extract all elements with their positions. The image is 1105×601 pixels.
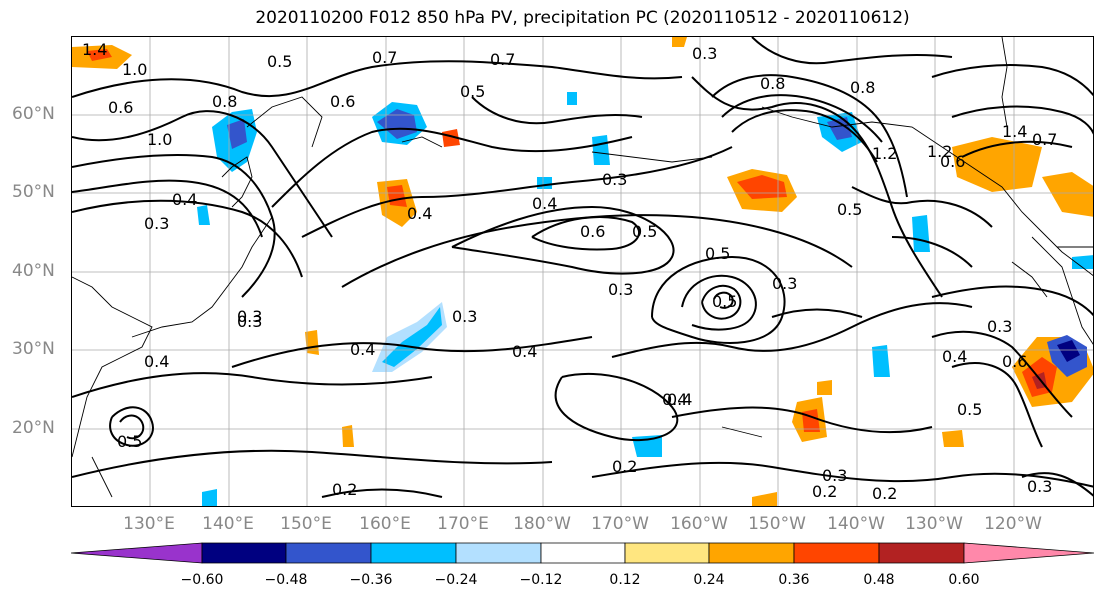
colorbar-tick: −0.12	[519, 572, 563, 588]
colorbar-segment	[793, 542, 880, 564]
lat-label: 20°N	[12, 418, 55, 438]
colorbar	[71, 542, 1094, 564]
map-panel: 0.5 0.7 0.7 0.5 0.3 0.3 0.4 0.6 0.5 0.6 …	[71, 36, 1094, 507]
lon-label: 130°E	[123, 514, 175, 534]
contour-label: 0.5	[632, 222, 657, 241]
contour-label: 0.3	[144, 214, 169, 233]
contour-label: 0.6	[940, 152, 965, 171]
lon-label: 150°E	[280, 514, 332, 534]
contour-label: 0.3	[608, 280, 633, 299]
contour-label: 0.5	[117, 432, 142, 451]
contour-label: 0.8	[760, 74, 785, 93]
contour-label: 0.2	[812, 482, 837, 501]
colorbar-tick: 0.48	[863, 572, 895, 588]
contour-label: 0.5	[712, 292, 737, 311]
lon-label: 140°E	[202, 514, 254, 534]
contour-label: 0.4	[532, 194, 557, 213]
lon-label: 140°W	[827, 514, 885, 534]
contour-label: 0.3	[692, 44, 717, 63]
contour-label: 0.4	[662, 390, 687, 409]
colorbar-tick: 0.36	[778, 572, 810, 588]
contour-label: 0.3	[987, 317, 1012, 336]
lon-label: 150°W	[748, 514, 806, 534]
contour-label: 0.3	[237, 307, 262, 326]
contour-label: 1.4	[82, 40, 107, 59]
lon-label: 170°W	[591, 514, 649, 534]
lon-label: 180°W	[513, 514, 571, 534]
lon-label: 160°W	[670, 514, 728, 534]
contour-label: 0.2	[872, 484, 897, 503]
contour-label: 0.8	[212, 92, 237, 111]
colorbar-segment	[708, 542, 795, 564]
lon-label: 160°E	[359, 514, 411, 534]
contour-label: 0.3	[452, 307, 477, 326]
contour-label: 0.4	[512, 342, 537, 361]
contour-label: 1.2	[872, 144, 897, 163]
lat-label: 60°N	[12, 104, 55, 124]
colorbar-tick: −0.60	[180, 572, 224, 588]
colorbar-segment	[71, 542, 203, 564]
contour-label: 0.4	[407, 204, 432, 223]
contour-label: 0.5	[460, 82, 485, 101]
colorbar-segment	[624, 542, 710, 564]
colorbar-segments	[71, 542, 1094, 564]
contour-label: 1.2	[927, 142, 952, 161]
colorbar-segment	[370, 542, 457, 564]
contour-label: 0.4	[942, 347, 967, 366]
contour-label: 0.3	[822, 466, 847, 485]
contour-label: 0.5	[267, 52, 292, 71]
contour-label-group: 0.5 0.7 0.7 0.5 0.3 0.3 0.4 0.6 0.5 0.6 …	[82, 40, 1057, 503]
map-title: 2020110200 F012 850 hPa PV, precipitatio…	[255, 8, 910, 28]
colorbar-tick: 0.60	[948, 572, 980, 588]
lat-label: 30°N	[12, 339, 55, 359]
colorbar-segment	[963, 542, 1094, 564]
lon-label: 130°W	[905, 514, 963, 534]
colorbar-tick: 0.12	[609, 572, 641, 588]
colorbar-segment	[201, 542, 287, 564]
colorbar-segment	[540, 542, 626, 564]
contour-label: 0.4	[172, 190, 197, 209]
contour-label: 0.3	[237, 312, 262, 331]
contour-label: 0.7	[1032, 130, 1057, 149]
contour-label: 0.3	[602, 170, 627, 189]
lon-label: 120°W	[984, 514, 1042, 534]
contour-label: 0.6	[108, 98, 133, 117]
contour-label: 0.5	[837, 200, 862, 219]
contour-label: 0.4	[350, 340, 375, 359]
colorbar-tick: −0.24	[434, 572, 478, 588]
colorbar-tick: −0.36	[349, 572, 393, 588]
contour-label: 0.3	[1027, 477, 1052, 496]
map-canvas: 0.5 0.7 0.7 0.5 0.3 0.3 0.4 0.6 0.5 0.6 …	[72, 37, 1093, 506]
coastlines	[72, 37, 1093, 498]
contour-label: 0.3	[772, 274, 797, 293]
colorbar-segment	[878, 542, 965, 564]
contour-label: 0.4	[667, 390, 692, 409]
contour-label: 0.6	[330, 92, 355, 111]
colorbar-segment	[285, 542, 372, 564]
pv-contours	[72, 37, 1093, 498]
lat-label: 40°N	[12, 261, 55, 281]
contour-label: 0.2	[612, 457, 637, 476]
lon-label: 170°E	[437, 514, 489, 534]
lat-label: 50°N	[12, 182, 55, 202]
contour-label: 0.4	[144, 352, 169, 371]
contour-label: 0.6	[580, 222, 605, 241]
contour-label: 0.7	[372, 48, 397, 67]
contour-label: 1.4	[1002, 122, 1027, 141]
colorbar-tick: −0.48	[264, 572, 308, 588]
contour-label: 0.7	[490, 50, 515, 69]
contour-label: 0.5	[705, 244, 730, 263]
contour-label: 1.0	[147, 130, 172, 149]
contour-label: 0.2	[332, 480, 357, 499]
precip-shading	[72, 37, 1093, 506]
colorbar-tick: 0.24	[693, 572, 725, 588]
contour-label: 0.6	[1002, 352, 1027, 371]
colorbar-segment	[455, 542, 542, 564]
contour-label: 0.8	[850, 78, 875, 97]
contour-label: 1.0	[122, 60, 147, 79]
contour-label: 0.5	[957, 400, 982, 419]
